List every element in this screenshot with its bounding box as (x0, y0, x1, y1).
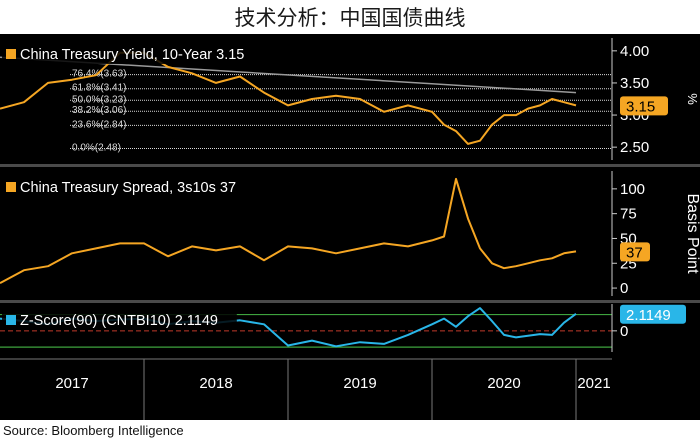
x-tick-label: 2018 (199, 375, 232, 392)
y-tick-label: 100 (620, 181, 645, 198)
y-tick-label: 2.50 (620, 139, 649, 156)
legend-label: Z-Score(90) (CNTBI10) 2.1149 (20, 313, 218, 329)
x-tick-label: 2019 (343, 375, 376, 392)
source-note: Source: Bloomberg Intelligence (3, 423, 184, 438)
fib-level-label: 23.6%(2.84) (72, 119, 126, 130)
x-tick-label: 2021 (577, 375, 610, 392)
x-tick-label: 2017 (55, 375, 88, 392)
legend-box (2, 176, 260, 197)
fib-level-label: 50.0%(3.23) (72, 94, 126, 105)
legend-box (2, 43, 283, 64)
last-value-label: 3.15 (626, 98, 655, 115)
fib-level-label: 76.4%(3.63) (72, 69, 126, 80)
last-value-tag (620, 304, 686, 324)
chart-title: 技术分析：中国国债曲线 (234, 6, 466, 30)
x-tick-label: 2020 (487, 375, 520, 392)
last-value-label: 37 (626, 244, 643, 261)
last-value-label: 2.1149 (626, 307, 671, 324)
y-tick-label: 0 (620, 280, 628, 297)
series-line (0, 177, 577, 284)
panel-divider (0, 164, 700, 167)
legend-box (2, 309, 237, 330)
y-tick-label: 0 (620, 323, 628, 340)
y-axis-title: % (685, 93, 700, 105)
last-value-tag (620, 96, 668, 116)
fib-level-label: 61.8%(3.41) (72, 83, 126, 94)
last-value-tag (620, 242, 650, 262)
fib-level-label: 0.0%(2.48) (72, 142, 121, 153)
y-tick-label: 4.00 (620, 43, 649, 60)
legend-swatch (6, 182, 16, 192)
y-axis-title: Basis Point (684, 193, 700, 274)
panel-divider (0, 300, 700, 303)
chart: 0.0%(2.48) 23.6%(2.84) 38.2%(3.06)50.0%(3.… (0, 34, 700, 420)
y-tick-label: 3.50 (620, 75, 649, 92)
legend-swatch (6, 315, 16, 325)
legend-label: China Treasury Spread, 3s10s 37 (20, 180, 236, 196)
legend-label: China Treasury Yield, 10-Year 3.15 (20, 47, 244, 63)
fib-level-label: 38.2%(3.06) (72, 105, 126, 116)
y-tick-label: 75 (620, 206, 637, 223)
legend-swatch (6, 49, 16, 59)
